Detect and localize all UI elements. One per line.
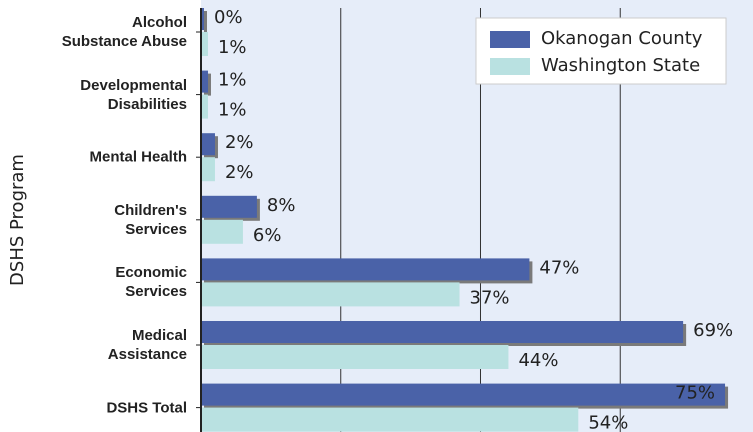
category-label: DSHS Total xyxy=(106,399,187,417)
bar xyxy=(201,32,208,56)
legend-label: Washington State xyxy=(541,55,700,76)
bar xyxy=(201,219,243,244)
category-label: Mental Health xyxy=(89,148,187,166)
value-label: 75% xyxy=(675,383,715,404)
bar xyxy=(201,383,726,406)
value-label: 69% xyxy=(693,320,733,341)
value-label: 2% xyxy=(225,162,254,183)
value-label: 2% xyxy=(225,132,254,153)
value-label: 6% xyxy=(253,225,282,246)
bar xyxy=(201,195,257,218)
bar xyxy=(201,345,509,369)
bar xyxy=(201,8,204,30)
legend-swatch xyxy=(490,58,530,75)
bar xyxy=(201,258,530,281)
bar xyxy=(201,94,208,119)
value-label: 8% xyxy=(267,195,296,216)
bar-shadow xyxy=(204,11,207,33)
y-axis-title: DSHS Program xyxy=(7,154,28,286)
legend-label: Okanogan County xyxy=(541,28,703,49)
value-label: 1% xyxy=(218,70,247,91)
bar xyxy=(201,321,684,343)
category-label: Medical Assistance xyxy=(107,327,187,363)
bar xyxy=(201,157,215,182)
category-label: Alcohol Substance Abuse xyxy=(61,14,187,50)
bar xyxy=(201,70,208,93)
category-label: Economic Services xyxy=(115,264,187,301)
value-label: 37% xyxy=(470,287,510,308)
bar xyxy=(201,407,579,432)
bar xyxy=(201,133,215,156)
bar xyxy=(201,282,460,307)
value-label: 1% xyxy=(218,100,247,121)
legend-swatch xyxy=(490,31,530,48)
category-label: Developmental Disabilities xyxy=(80,76,187,113)
value-label: 1% xyxy=(218,37,247,58)
value-label: 47% xyxy=(539,257,579,278)
value-label: 54% xyxy=(588,413,628,432)
value-label: 44% xyxy=(518,350,558,371)
value-label: 0% xyxy=(214,7,243,28)
category-label: Children's Services xyxy=(114,201,187,238)
